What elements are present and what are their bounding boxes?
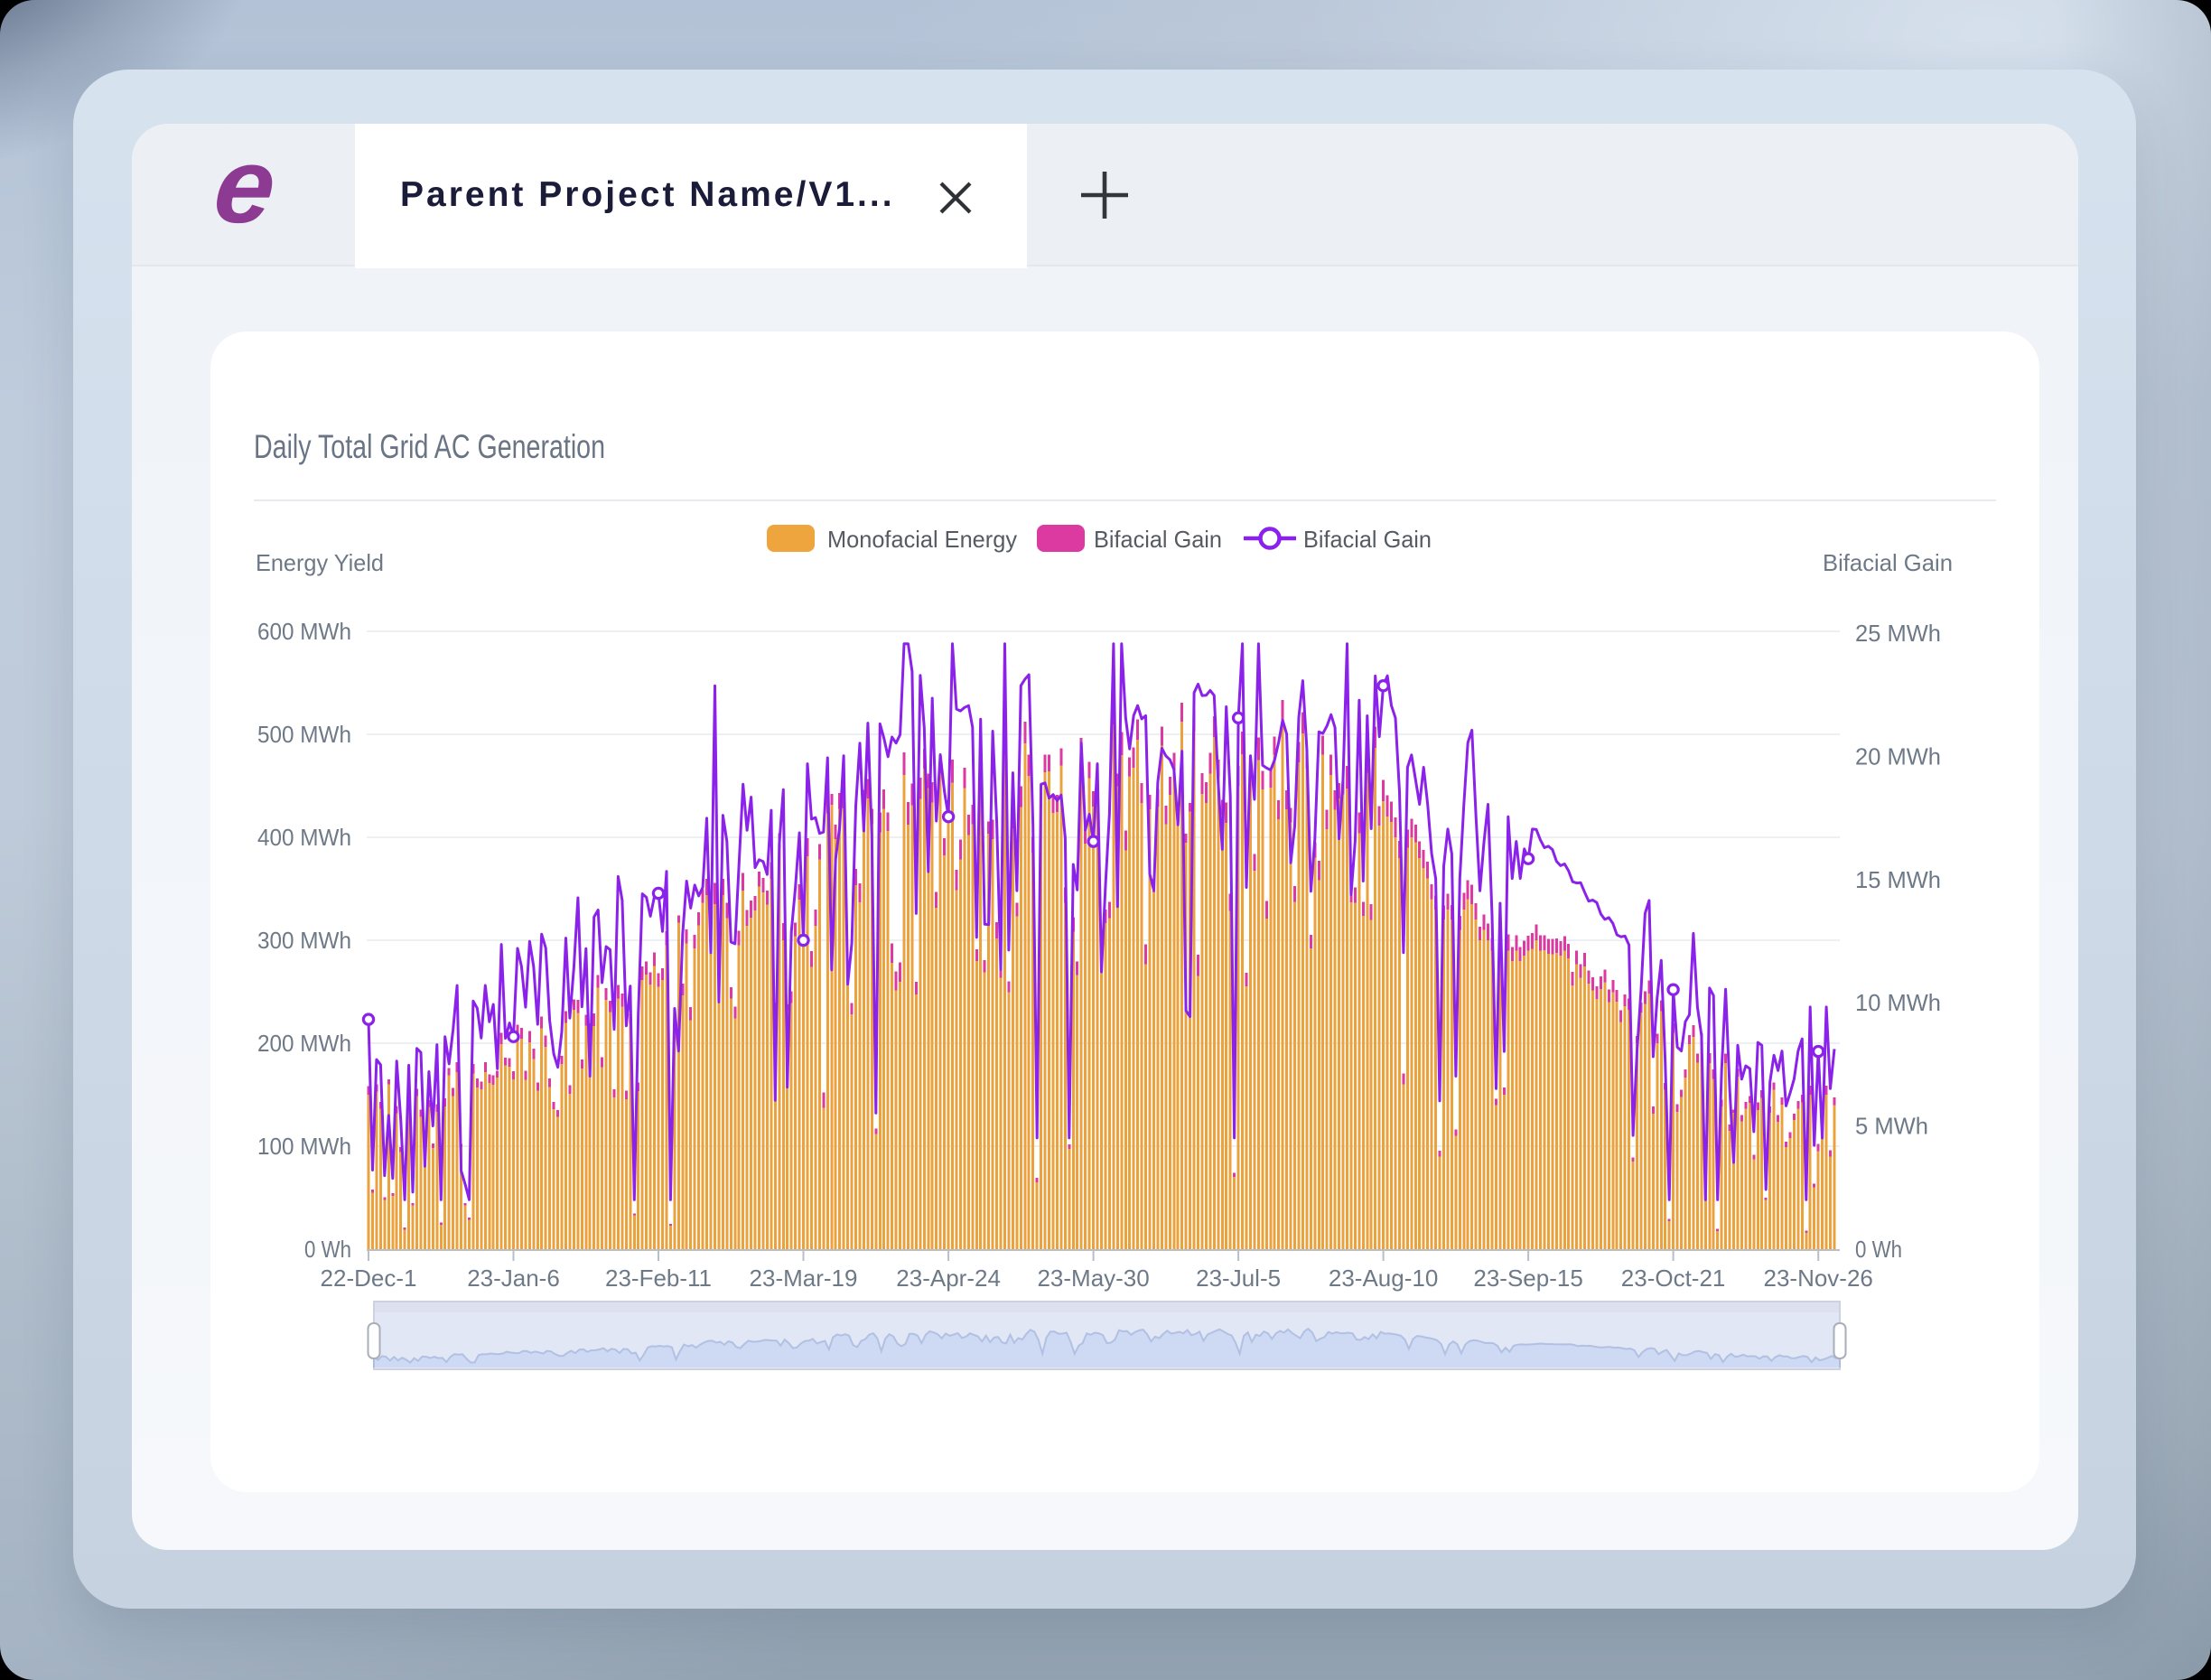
svg-text:23-Apr-24: 23-Apr-24: [896, 1265, 1001, 1292]
svg-text:23-Mar-19: 23-Mar-19: [750, 1265, 858, 1292]
svg-text:200 MWh: 200 MWh: [257, 1030, 351, 1057]
svg-text:25 MWh: 25 MWh: [1855, 620, 1941, 647]
svg-text:5 MWh: 5 MWh: [1855, 1113, 1928, 1140]
svg-text:20 MWh: 20 MWh: [1855, 742, 1941, 770]
svg-text:23-Sep-15: 23-Sep-15: [1473, 1265, 1582, 1292]
svg-text:0 Wh: 0 Wh: [304, 1236, 351, 1263]
svg-text:500 MWh: 500 MWh: [257, 721, 351, 748]
svg-text:15 MWh: 15 MWh: [1855, 866, 1941, 893]
svg-text:10 MWh: 10 MWh: [1855, 989, 1941, 1016]
svg-text:Monofacial Energy: Monofacial Energy: [827, 526, 1017, 553]
svg-text:Bifacial Gain: Bifacial Gain: [1094, 526, 1222, 553]
svg-text:23-Feb-11: 23-Feb-11: [605, 1265, 712, 1292]
svg-text:400 MWh: 400 MWh: [257, 824, 351, 851]
svg-text:0 Wh: 0 Wh: [1855, 1236, 1902, 1263]
svg-text:Bifacial Gain: Bifacial Gain: [1303, 526, 1432, 553]
svg-text:23-Jan-6: 23-Jan-6: [467, 1265, 560, 1292]
svg-text:23-Nov-26: 23-Nov-26: [1763, 1265, 1872, 1292]
svg-text:23-May-30: 23-May-30: [1037, 1265, 1149, 1292]
svg-text:23-Oct-21: 23-Oct-21: [1621, 1265, 1726, 1292]
svg-text:22-Dec-1: 22-Dec-1: [321, 1265, 417, 1292]
svg-text:Daily Total Grid AC Generation: Daily Total Grid AC Generation: [254, 428, 605, 465]
svg-text:600 MWh: 600 MWh: [257, 618, 351, 645]
svg-text:100 MWh: 100 MWh: [257, 1133, 351, 1160]
svg-text:Bifacial Gain: Bifacial Gain: [1823, 549, 1953, 576]
svg-text:23-Jul-5: 23-Jul-5: [1196, 1265, 1281, 1292]
svg-text:300 MWh: 300 MWh: [257, 927, 351, 954]
svg-text:Energy Yield: Energy Yield: [256, 549, 384, 576]
svg-text:23-Aug-10: 23-Aug-10: [1329, 1265, 1438, 1292]
